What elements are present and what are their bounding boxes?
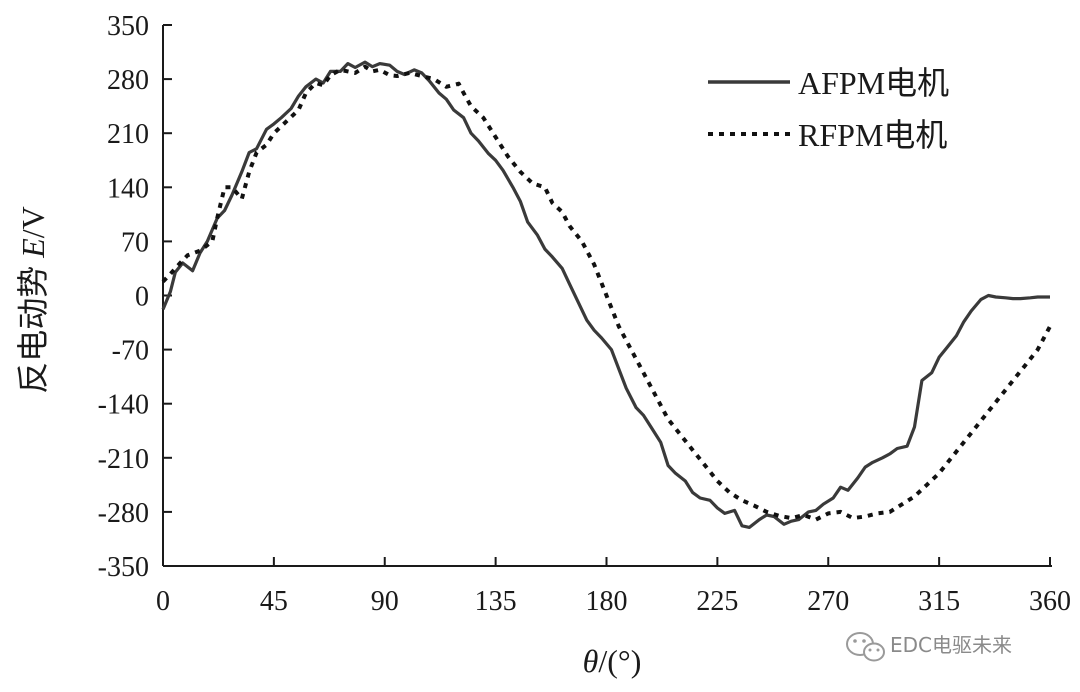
y-tick-label: 350	[107, 11, 149, 42]
y-axis-title-unit: /V	[15, 206, 51, 238]
legend-label-rfpm: RFPM电机	[798, 117, 947, 153]
y-axis-title-variable: E	[15, 238, 51, 259]
x-axis-title-variable: θ	[583, 643, 599, 679]
x-tick-label: 225	[696, 586, 738, 617]
y-tick-label: -210	[98, 444, 149, 475]
y-tick-label: -70	[112, 336, 149, 367]
y-tick-label: -140	[98, 390, 149, 421]
y-tick-label: -280	[98, 498, 149, 529]
series-line-afpm	[161, 60, 1050, 530]
x-ticks: 0 45 90 135 180 225 270 315 360	[156, 557, 1071, 617]
x-tick-label: 135	[475, 586, 517, 617]
watermark-text: EDC电驱未来	[890, 633, 1012, 657]
y-tick-label: 140	[107, 173, 149, 204]
x-axis-title: θ/(°)	[583, 643, 642, 679]
y-axis-title: 反电动势 E/V	[15, 206, 51, 394]
x-axis-title-unit: /(°)	[598, 643, 641, 679]
y-tick-label: 280	[107, 65, 149, 96]
series-line-rfpm	[161, 64, 1052, 522]
plot-area: 350 280 210 140 70 0 -70 -140 -210 -280 -350 0 45 90…	[98, 11, 1071, 617]
y-tick-label: 210	[107, 119, 149, 150]
legend-label-afpm: AFPM电机	[798, 65, 949, 101]
x-tick-label: 270	[807, 586, 849, 617]
y-tick-label: -350	[98, 552, 149, 583]
y-axis-title-prefix: 反电动势	[15, 258, 51, 394]
series-layer	[161, 60, 1052, 530]
y-ticks: 350 280 210 140 70 0 -70 -140 -210 -280 -350	[98, 11, 172, 583]
x-tick-label: 315	[918, 586, 960, 617]
y-tick-label: 70	[121, 227, 149, 258]
x-tick-label: 180	[586, 586, 628, 617]
x-tick-label: 90	[371, 586, 399, 617]
legend: AFPM电机 RFPM电机	[708, 65, 949, 153]
watermark: EDC电驱未来	[846, 632, 1012, 662]
y-tick-label: 0	[135, 282, 149, 313]
x-tick-label: 0	[156, 586, 170, 617]
x-tick-label: 45	[260, 586, 288, 617]
x-tick-label: 360	[1029, 586, 1071, 617]
wechat-icon	[846, 632, 885, 662]
